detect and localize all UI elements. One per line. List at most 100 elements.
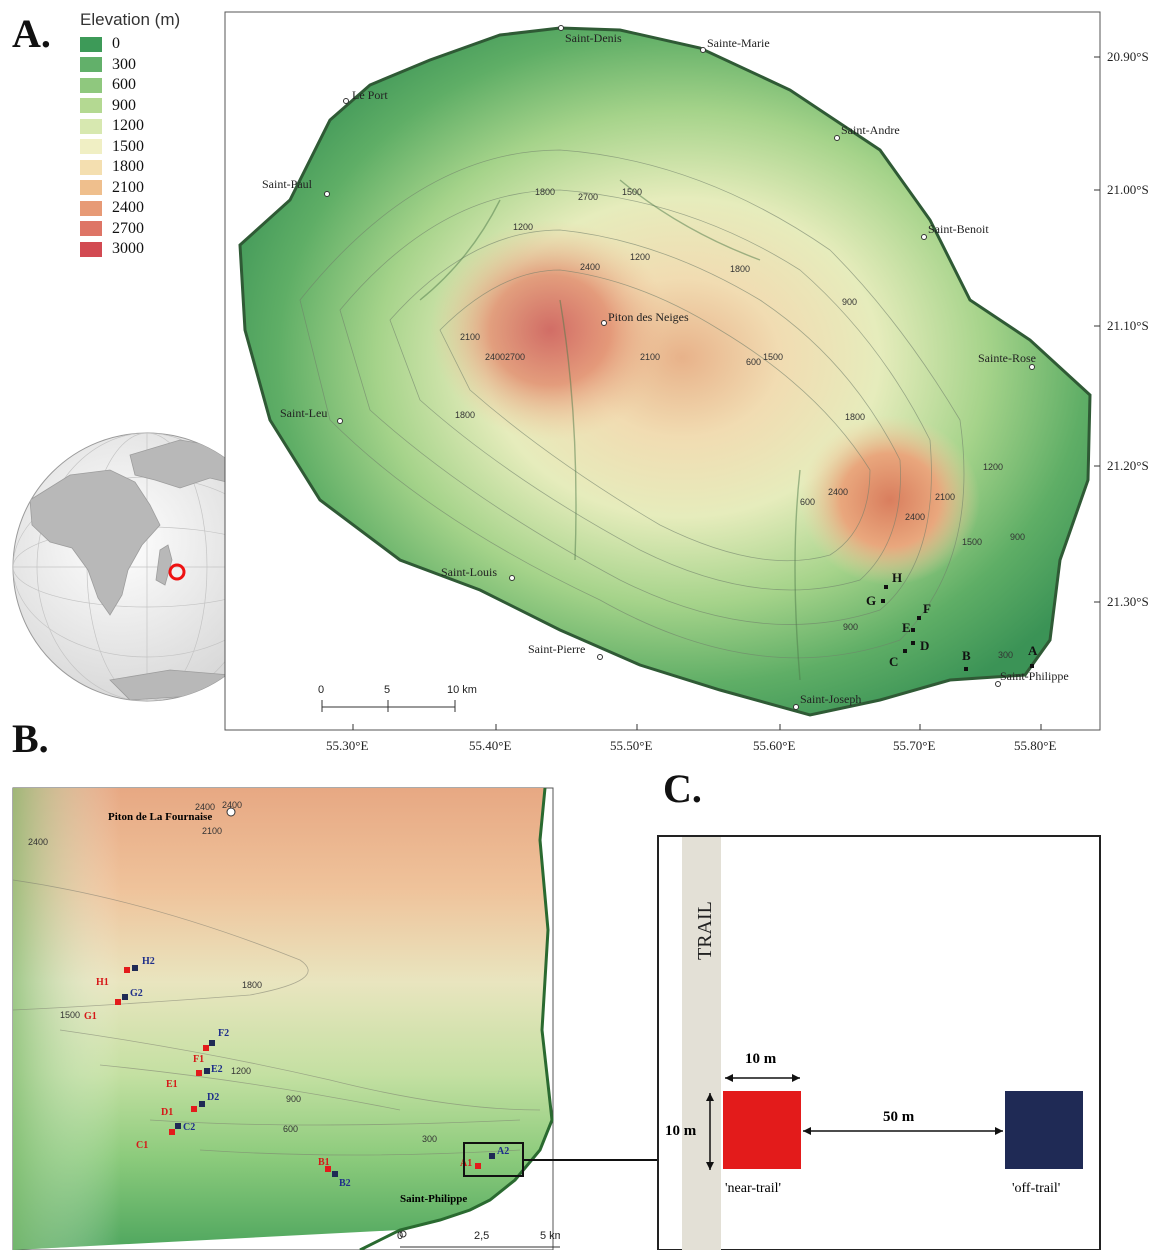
- scale-a-tick-10: 10 km: [447, 684, 477, 696]
- legend-label: 2100: [112, 178, 144, 196]
- site-marker: [911, 641, 915, 645]
- site-marker: [964, 667, 968, 671]
- near-site-marker: [115, 999, 121, 1005]
- near-site-label: H1: [96, 977, 109, 988]
- contour-label: 2700: [578, 192, 598, 202]
- elevation-legend: Elevation (m) 0 300 600 900 1200 1500 1800 2100…: [80, 10, 230, 260]
- madagascar-landmass: [155, 544, 173, 586]
- contour-label: 2400: [905, 512, 925, 522]
- scale-b-tick-5: 5 km: [540, 1230, 560, 1242]
- contour-label: 1200: [630, 252, 650, 262]
- contour-label: 2100: [935, 492, 955, 502]
- legend-swatch: [80, 221, 102, 237]
- off-site-marker: [489, 1153, 495, 1159]
- site-marker: [917, 616, 921, 620]
- site-label: B: [962, 648, 971, 663]
- map-b-contour-label: 1500: [60, 1010, 80, 1020]
- contour-label: 1500: [962, 537, 982, 547]
- town-marker: [509, 575, 515, 581]
- map-b-contour-label: 300: [422, 1134, 437, 1144]
- legend-label: 3000: [112, 240, 144, 258]
- site-marker: [884, 585, 888, 589]
- legend-title: Elevation (m): [80, 10, 181, 29]
- contour-label: 2100: [640, 352, 660, 362]
- near-site-marker: [196, 1070, 202, 1076]
- near-site-marker: [124, 967, 130, 973]
- contour-label: 900: [843, 622, 858, 632]
- river-gullies: [419, 179, 801, 681]
- site-label: A: [1028, 643, 1038, 658]
- legend-row: 600: [80, 75, 230, 96]
- near-site-label: E1: [166, 1079, 178, 1090]
- legend-row: 1800: [80, 157, 230, 178]
- map-b-contour-label: 1800: [242, 980, 262, 990]
- near-site-label: C1: [136, 1140, 148, 1151]
- town-label: Saint-Leu: [280, 406, 327, 420]
- town-label: Sainte-Rose: [978, 351, 1036, 365]
- scale-b-tick-2-5: 2,5: [474, 1230, 489, 1242]
- town-label: Sainte-Marie: [707, 36, 770, 50]
- diagram-c: TRAIL 10 m 10 m 'near-trail' 50 m 'off-t…: [657, 835, 1101, 1250]
- site-label: F: [923, 601, 931, 616]
- town-label: Le Port: [352, 88, 388, 102]
- distance-label: 50 m: [883, 1109, 915, 1125]
- near-site-label: B1: [318, 1157, 330, 1168]
- lon-tick-label: 55.70°E: [893, 738, 935, 753]
- scale-bar-b: 0 2,5 5 km: [397, 1230, 560, 1248]
- reunion-locator-marker: [168, 563, 186, 581]
- off-site-marker: [175, 1123, 181, 1129]
- legend-row: 900: [80, 96, 230, 117]
- legend-label: 2700: [112, 219, 144, 237]
- trail-strip: [682, 837, 721, 1250]
- off-site-label: B2: [339, 1178, 351, 1189]
- town-label: Saint-Joseph: [800, 692, 861, 706]
- scale-a-tick-0: 0: [318, 684, 324, 696]
- town-marker: [793, 704, 799, 710]
- off-site-label: A2: [497, 1146, 509, 1157]
- contour-label: 1800: [845, 412, 865, 422]
- off-site-marker: [132, 965, 138, 971]
- contour-label: 2100: [460, 332, 480, 342]
- legend-label: 300: [112, 55, 136, 73]
- legend-row: 2400: [80, 198, 230, 219]
- legend-label: 1200: [112, 117, 144, 135]
- off-site-label: E2: [211, 1064, 223, 1075]
- fournaise-summit-marker: [226, 807, 236, 817]
- town-label: Saint-Philippe: [1000, 669, 1069, 683]
- legend-swatch: [80, 98, 102, 114]
- legend-swatch: [80, 36, 102, 52]
- lon-tick-label: 55.40°E: [469, 738, 511, 753]
- scale-b-tick-0: 0: [397, 1230, 403, 1242]
- town-label: Saint-Andre: [841, 123, 900, 137]
- off-site-marker: [209, 1040, 215, 1046]
- off-trail-plot: [1005, 1091, 1083, 1169]
- map-b-contour-label: 2400: [28, 837, 48, 847]
- legend-swatch: [80, 180, 102, 196]
- map-b: Piton de La Fournaise 2400 2400 2100 2400 18…: [12, 787, 560, 1250]
- scale-bar-a: 0 5 10 km: [318, 684, 477, 712]
- legend-swatch: [80, 200, 102, 216]
- trail-label: TRAIL: [694, 901, 716, 960]
- map-b-contour-label: 600: [283, 1124, 298, 1134]
- off-site-marker: [332, 1171, 338, 1177]
- legend-row: 2700: [80, 219, 230, 240]
- contour-label: 2400: [580, 262, 600, 272]
- near-site-label: A1: [460, 1158, 472, 1169]
- site-label: C: [889, 654, 898, 669]
- site-marker: [911, 628, 915, 632]
- contour-label: 900: [1010, 532, 1025, 542]
- connector-line: [522, 1159, 658, 1161]
- site-marker: [1030, 664, 1034, 668]
- town-marker: [324, 191, 330, 197]
- map-b-coastline: [359, 787, 554, 1250]
- contour-lines: [299, 149, 965, 659]
- town-marker: [558, 25, 564, 31]
- volcano-label: Piton de La Fournaise: [108, 811, 212, 823]
- lon-tick-label: 55.50°E: [610, 738, 652, 753]
- legend-label: 0: [112, 35, 120, 53]
- town-marker: [343, 98, 349, 104]
- off-site-marker: [122, 994, 128, 1000]
- contour-label: 2400: [485, 352, 505, 362]
- piton-des-neiges-massif: [430, 220, 670, 440]
- legend-label: 900: [112, 96, 136, 114]
